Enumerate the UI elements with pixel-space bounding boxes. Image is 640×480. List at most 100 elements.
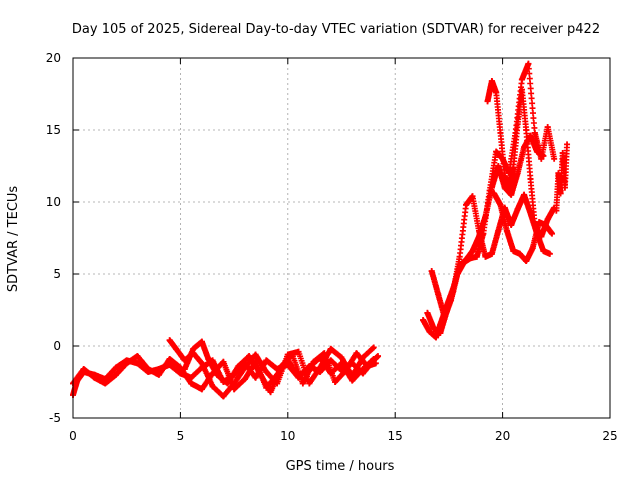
data-point	[220, 393, 227, 400]
data-point	[263, 357, 270, 364]
data-point	[424, 309, 431, 316]
data-point	[482, 253, 489, 260]
data-point	[501, 173, 508, 180]
data-point	[497, 201, 504, 208]
series-track-d	[181, 338, 379, 396]
data-point	[364, 363, 371, 370]
data-point	[510, 247, 517, 254]
data-point	[510, 164, 517, 171]
axis-ticks: 0 5 10 15 20 25 -5 0 5 10 15 20	[46, 51, 618, 443]
data-point	[538, 233, 545, 240]
data-point	[231, 380, 238, 387]
data-point	[188, 380, 195, 387]
data-point	[256, 370, 263, 377]
data-point	[123, 360, 130, 367]
data-point	[299, 380, 306, 387]
data-point	[437, 330, 444, 337]
data-point	[246, 353, 253, 360]
data-point	[544, 124, 551, 131]
data-point	[460, 259, 467, 266]
data-point	[463, 201, 470, 208]
data-point	[508, 191, 515, 198]
data-point	[349, 373, 356, 380]
data-point	[102, 380, 109, 387]
data-point	[480, 230, 487, 237]
data-point	[542, 222, 549, 229]
x-axis-title: GPS time / hours	[286, 459, 395, 474]
data-point	[506, 184, 513, 191]
data-point	[134, 353, 141, 360]
data-point	[289, 351, 296, 358]
data-point	[112, 371, 119, 378]
data-point	[488, 250, 495, 257]
data-point	[514, 206, 521, 213]
data-point	[518, 76, 525, 83]
data-point	[327, 345, 334, 352]
data-point	[469, 193, 476, 200]
data-point	[209, 383, 216, 390]
chart-title: Day 105 of 2025, Sidereal Day-to-day VTE…	[72, 22, 600, 37]
y-axis-title: SDTVAR / TECUs	[6, 186, 21, 293]
data-point	[551, 155, 558, 162]
data-point	[430, 325, 437, 332]
data-point	[435, 291, 442, 298]
data-point	[205, 355, 212, 362]
y-tick-label: 15	[46, 123, 61, 137]
data-point	[493, 148, 500, 155]
data-point	[310, 358, 317, 365]
data-point	[518, 86, 525, 93]
data-point	[198, 386, 205, 393]
data-point	[370, 344, 377, 351]
data-point	[145, 366, 152, 373]
data-point	[213, 371, 220, 378]
data-point	[306, 380, 313, 387]
y-tick-label: -5	[49, 411, 61, 425]
data-point	[166, 355, 173, 362]
data-point	[544, 216, 551, 223]
data-point	[497, 129, 504, 136]
data-point	[536, 219, 543, 226]
data-point	[267, 389, 274, 396]
data-points	[70, 60, 571, 400]
data-point	[134, 360, 141, 367]
x-tick-label: 25	[602, 429, 617, 443]
y-tick-label: 5	[53, 267, 61, 281]
data-point	[91, 374, 98, 381]
data-point	[295, 348, 302, 355]
data-point	[220, 358, 227, 365]
data-point	[428, 268, 435, 275]
data-point	[555, 170, 562, 177]
data-point	[278, 363, 285, 370]
data-point	[327, 357, 334, 364]
data-point	[508, 222, 515, 229]
data-point	[491, 190, 498, 197]
data-point	[454, 271, 461, 277]
series-track-g	[428, 60, 558, 321]
data-point	[190, 345, 197, 352]
data-point	[559, 150, 566, 157]
data-point	[529, 245, 536, 252]
data-point	[561, 184, 568, 191]
data-point	[549, 230, 556, 237]
data-point	[263, 368, 270, 375]
data-point	[372, 360, 379, 367]
data-point	[540, 247, 547, 254]
y-tick-label: 20	[46, 51, 61, 65]
x-tick-label: 5	[177, 429, 185, 443]
data-point	[521, 191, 528, 198]
data-point	[488, 78, 495, 85]
data-point	[241, 364, 248, 371]
data-point	[514, 121, 521, 128]
data-point	[523, 127, 530, 133]
data-point	[527, 132, 534, 139]
data-point	[321, 350, 328, 357]
data-point	[493, 89, 500, 96]
data-point	[516, 250, 523, 257]
data-point	[80, 366, 87, 373]
series-track-h	[484, 78, 558, 240]
series-track-i	[491, 190, 556, 265]
data-point	[441, 314, 448, 321]
plot-frame	[72, 57, 611, 419]
data-point	[486, 187, 493, 194]
